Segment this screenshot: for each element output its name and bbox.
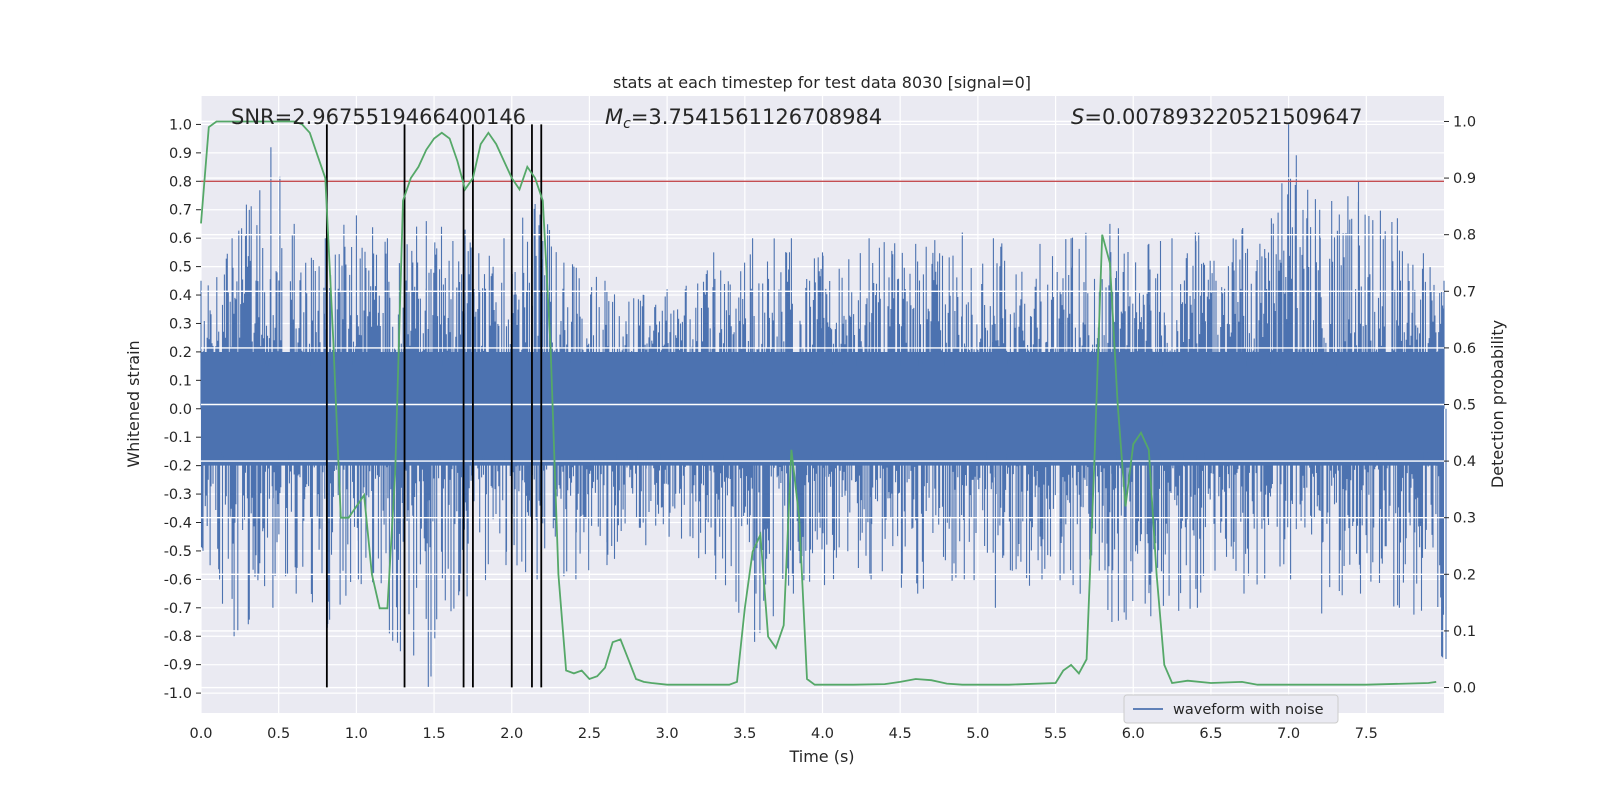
s-value: =0.007893220521509647 (1084, 105, 1362, 129)
y-tick-label: 0.4 (169, 288, 192, 304)
waveform-trace (200, 124, 1447, 688)
x-tick-label: 3.5 (733, 726, 756, 742)
waveform-series (200, 124, 1447, 688)
x-tick-label: 4.0 (811, 726, 834, 742)
legend: waveform with noise (1123, 694, 1339, 724)
legend-box (1123, 694, 1339, 724)
right-y-tick-label: 0.9 (1453, 171, 1476, 187)
mc-value: =3.7541561126708984 (631, 105, 882, 129)
right-y-tick-label: 0.8 (1453, 228, 1476, 244)
y-tick-label: 0.8 (169, 174, 192, 190)
right-y-tick-label: 1.0 (1453, 114, 1476, 130)
y-axis-label: Whitened strain (124, 340, 143, 467)
right-y-tick-label: 0.0 (1453, 681, 1476, 697)
chart-title: stats at each timestep for test data 803… (613, 73, 1031, 92)
right-y-tick-label: 0.2 (1453, 567, 1476, 583)
s-symbol: S (1071, 105, 1084, 129)
x-tick-label: 1.0 (345, 726, 368, 742)
x-tick-label: 3.0 (656, 726, 679, 742)
probability-line (200, 120, 1437, 686)
x-tick-label: 0.5 (267, 726, 290, 742)
chirp-mass-annotation: Mc=3.7541561126708984 (605, 105, 882, 132)
x-tick-label: 7.0 (1277, 726, 1300, 742)
y-tick-label: -0.7 (164, 601, 192, 617)
x-tick-label: 4.5 (889, 726, 912, 742)
x-tick-label: 6.5 (1199, 726, 1222, 742)
mc-subscript: c (623, 116, 631, 132)
x-tick-label: 2.5 (578, 726, 601, 742)
y-tick-label: 1.0 (169, 117, 192, 133)
x-tick-label: 5.0 (966, 726, 989, 742)
y-tick-label: 0.7 (169, 203, 192, 219)
y-tick-label: -0.5 (164, 544, 192, 560)
y-tick-label: 0.2 (169, 345, 192, 361)
y-tick-label: -0.4 (164, 515, 192, 531)
x-tick-label: 2.0 (500, 726, 523, 742)
right-y-tick-label: 0.3 (1453, 511, 1476, 527)
right-y-tick-labels: 1.0 0.9 0.8 0.7 0.6 0.5 0.4 0.3 0.2 0.1 0.0 (1444, 114, 1476, 697)
y-tick-label: 0.9 (169, 146, 192, 162)
legend-label: waveform with noise (1173, 702, 1324, 718)
x-tick-label: 1.5 (423, 726, 446, 742)
y-tick-label: -0.1 (164, 430, 192, 446)
x-tick-labels: 0.0 0.5 1.0 1.5 2.0 2.5 3.0 3.5 4.0 4.5 5.0 5.5 6.0 6… (189, 726, 1377, 742)
y-tick-labels: 1.0 0.9 0.8 0.7 0.6 0.5 0.4 0.3 0.2 0.1 0.0 -0.1 -0.… (164, 117, 201, 702)
x-tick-label: 7.5 (1355, 726, 1378, 742)
y-tick-label: -0.3 (164, 487, 192, 503)
s-annotation: S=0.007893220521509647 (1071, 105, 1362, 129)
y-tick-label: -0.8 (164, 629, 192, 645)
x-tick-label: 6.0 (1122, 726, 1145, 742)
y-tick-label: 0.1 (169, 373, 192, 389)
y-tick-label: -0.9 (164, 658, 192, 674)
snr-annotation: SNR=2.9675519466400146 (231, 105, 526, 129)
right-y-tick-label: 0.7 (1453, 284, 1476, 300)
y-tick-label: -0.6 (164, 572, 192, 588)
right-y-tick-label: 0.6 (1453, 341, 1476, 357)
x-tick-label: 0.0 (189, 726, 212, 742)
x-axis-label: Time (s) (788, 747, 854, 766)
right-y-tick-label: 0.5 (1453, 398, 1476, 414)
y-tick-label: -0.2 (164, 459, 192, 475)
right-y-tick-label: 0.4 (1453, 454, 1476, 470)
grid-overlay (201, 120, 1444, 689)
x-tick-label: 5.5 (1044, 726, 1067, 742)
y-tick-label: 0.0 (169, 402, 192, 418)
y-tick-label: 0.6 (169, 231, 192, 247)
right-y-tick-label: 0.1 (1453, 624, 1476, 640)
mc-symbol: M (605, 105, 623, 129)
y-tick-label: 0.5 (169, 260, 192, 276)
y-tick-label: -1.0 (164, 686, 192, 702)
y-tick-label: 0.3 (169, 316, 192, 332)
right-y-axis-label: Detection probability (1488, 320, 1507, 488)
